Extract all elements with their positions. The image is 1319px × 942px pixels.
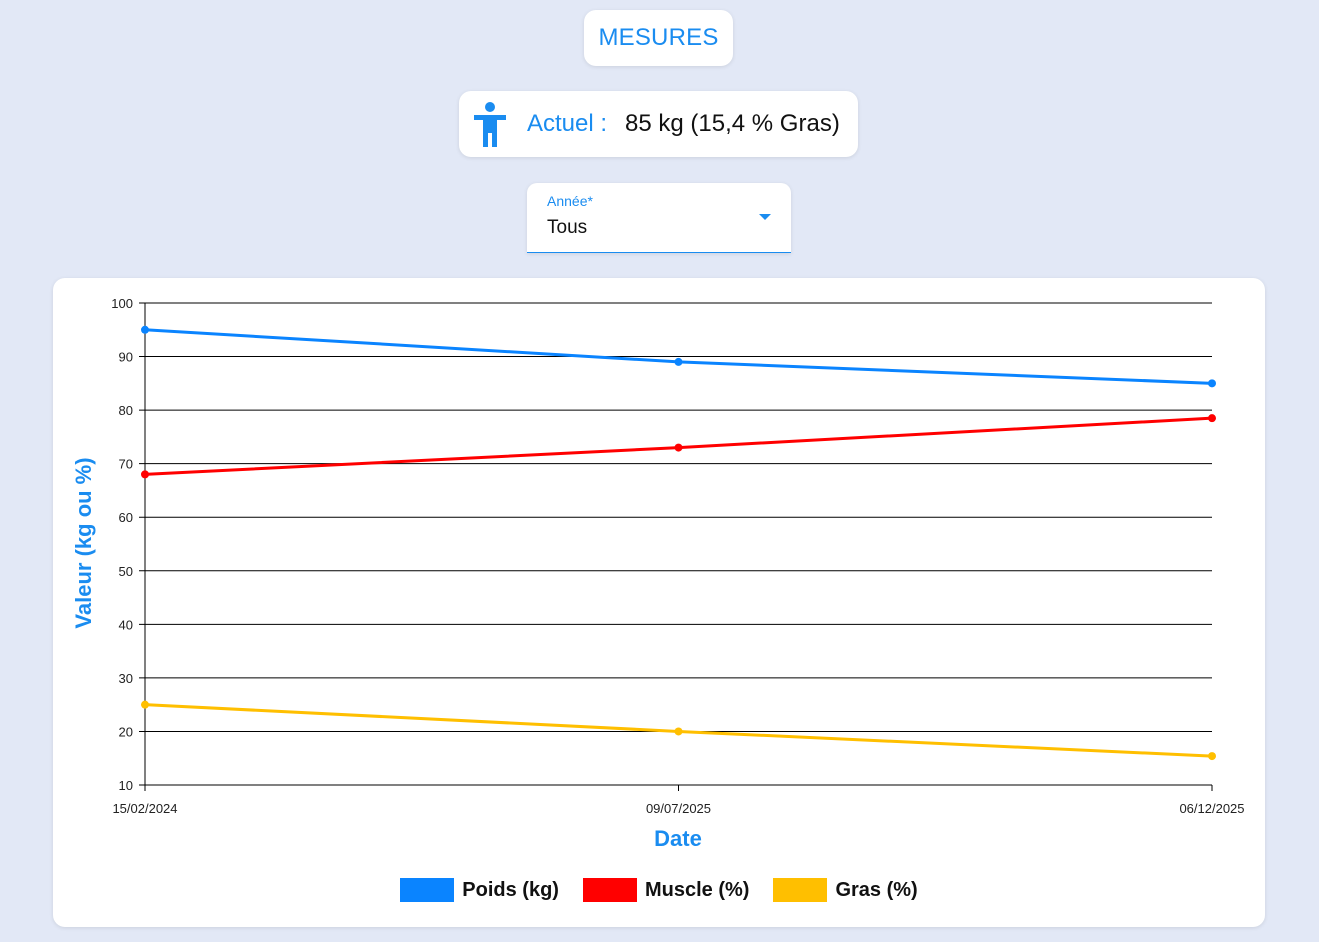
y-axis-label: Valeur (kg ou %) [71,457,96,628]
data-point[interactable] [674,727,683,736]
y-tick-label: 80 [119,403,133,418]
data-point[interactable] [674,443,683,452]
page-title-card: MESURES [584,10,733,66]
measures-chart-card: 10 20 30 40 50 60 70 80 90 100 15/02/2024 09/07/202… [53,278,1265,927]
data-point[interactable] [674,357,683,366]
legend-item[interactable]: Muscle (%) [582,878,750,902]
current-measure-card: Actuel : 85 kg (15,4 % Gras) [459,91,858,157]
x-tick-label: 15/02/2024 [112,801,177,816]
x-axis-label: Date [654,826,702,851]
data-point[interactable] [141,470,149,479]
legend-swatch [400,878,455,902]
data-point[interactable] [1208,752,1216,761]
y-tick-label: 20 [119,724,133,739]
legend-label: Muscle (%) [644,878,750,901]
data-point[interactable] [141,325,149,334]
y-tick-label: 40 [119,617,133,632]
page-title: MESURES [598,24,719,51]
person-standing-icon [471,101,509,147]
y-tick-label: 60 [119,510,133,525]
legend-swatch [582,878,637,902]
caret-down-icon[interactable] [759,214,771,220]
measures-line-chart: 10 20 30 40 50 60 70 80 90 100 15/02/2024 09/07/202… [71,296,1245,851]
year-select-label: Année* [547,193,593,209]
legend-item[interactable]: Gras (%) [773,878,918,902]
chart-legend: Poids (kg) Muscle (%) Gras (%) [53,876,1265,904]
data-point[interactable] [1208,379,1216,388]
y-tick-label: 30 [119,671,133,686]
data-point[interactable] [1208,414,1216,423]
y-tick-label: 100 [111,296,133,311]
y-tick-label: 50 [119,564,133,579]
current-value: 85 kg (15,4 % Gras) [625,110,840,137]
legend-item[interactable]: Poids (kg) [400,878,559,902]
y-tick-label: 70 [119,457,133,472]
legend-label: Gras (%) [835,878,918,901]
legend-swatch [773,878,828,902]
year-select-value: Tous [547,217,588,238]
y-tick-label: 90 [119,350,133,365]
x-tick-label: 06/12/2025 [1179,801,1244,816]
y-tick-label: 10 [119,778,133,793]
data-point[interactable] [141,700,149,709]
legend-label: Poids (kg) [462,878,559,901]
year-select[interactable]: Année* Tous [527,183,791,253]
current-label: Actuel : [527,110,608,137]
x-tick-label: 09/07/2025 [646,801,711,816]
